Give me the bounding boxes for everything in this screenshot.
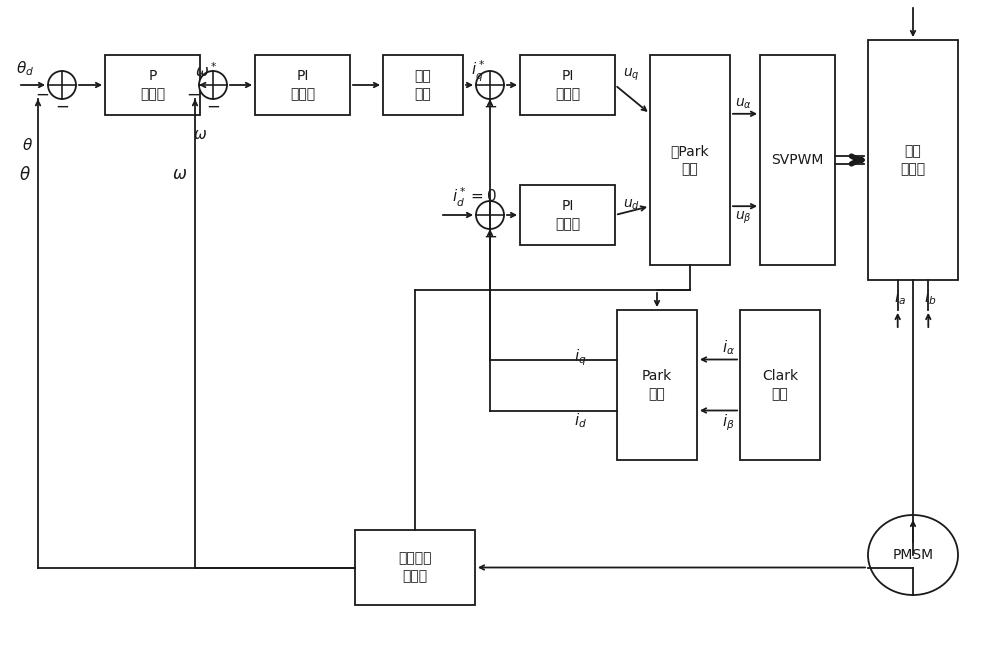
Text: $u_q$: $u_q$ [623, 67, 640, 83]
Text: SVPWM: SVPWM [771, 153, 824, 167]
Text: $-$: $-$ [186, 87, 200, 103]
Text: $-$: $-$ [483, 229, 497, 245]
Text: PI
控制器: PI 控制器 [290, 69, 315, 101]
Text: $-$: $-$ [55, 99, 69, 115]
Text: $i_q^*$: $i_q^*$ [471, 58, 486, 83]
Bar [868, 40, 958, 280]
Text: $i_\beta$: $i_\beta$ [722, 412, 735, 433]
Text: P
控制器: P 控制器 [140, 69, 165, 101]
Bar [520, 55, 615, 115]
Circle shape [48, 71, 76, 99]
Text: $u_d$: $u_d$ [623, 198, 640, 213]
Ellipse shape [868, 515, 958, 595]
Circle shape [476, 71, 504, 99]
Bar [105, 55, 200, 115]
Text: 三相
逆变器: 三相 逆变器 [900, 144, 926, 176]
Text: 反Park
变换: 反Park 变换 [671, 144, 709, 176]
Circle shape [199, 71, 227, 99]
Text: 速度及位
置检测: 速度及位 置检测 [398, 551, 432, 584]
Text: $i_b$: $i_b$ [924, 289, 937, 307]
Text: $\theta_d$: $\theta_d$ [16, 60, 34, 78]
Text: $-$: $-$ [206, 99, 220, 115]
Text: Park
变换: Park 变换 [642, 369, 672, 401]
Bar [383, 55, 463, 115]
Text: $u_\beta$: $u_\beta$ [735, 210, 752, 226]
Text: $\theta$: $\theta$ [19, 166, 31, 184]
Text: Clark
变换: Clark 变换 [762, 369, 798, 401]
Bar [617, 310, 697, 460]
Text: $i_q$: $i_q$ [574, 347, 587, 368]
Text: PMSM: PMSM [892, 548, 934, 562]
Text: $i_d^*=0$: $i_d^*=0$ [452, 185, 497, 209]
Text: $\omega^*$: $\omega^*$ [195, 62, 218, 80]
Text: 限幅
环节: 限幅 环节 [415, 69, 431, 101]
Bar [355, 530, 475, 605]
Text: $\theta$: $\theta$ [22, 137, 34, 153]
Bar [520, 185, 615, 245]
Text: $i_a$: $i_a$ [894, 289, 906, 307]
Text: $-$: $-$ [483, 99, 497, 115]
Text: $\omega$: $\omega$ [172, 167, 188, 183]
Text: PI
控制器: PI 控制器 [555, 69, 580, 101]
Text: $i_d$: $i_d$ [574, 411, 587, 430]
Bar [760, 55, 835, 265]
Bar [740, 310, 820, 460]
Text: $i_\alpha$: $i_\alpha$ [722, 338, 735, 357]
Circle shape [476, 201, 504, 229]
Text: $-$: $-$ [35, 87, 49, 103]
Bar [255, 55, 350, 115]
Text: $\omega$: $\omega$ [193, 128, 207, 142]
Text: $u_\alpha$: $u_\alpha$ [735, 97, 752, 111]
Text: PI
控制器: PI 控制器 [555, 199, 580, 231]
Bar [650, 55, 730, 265]
